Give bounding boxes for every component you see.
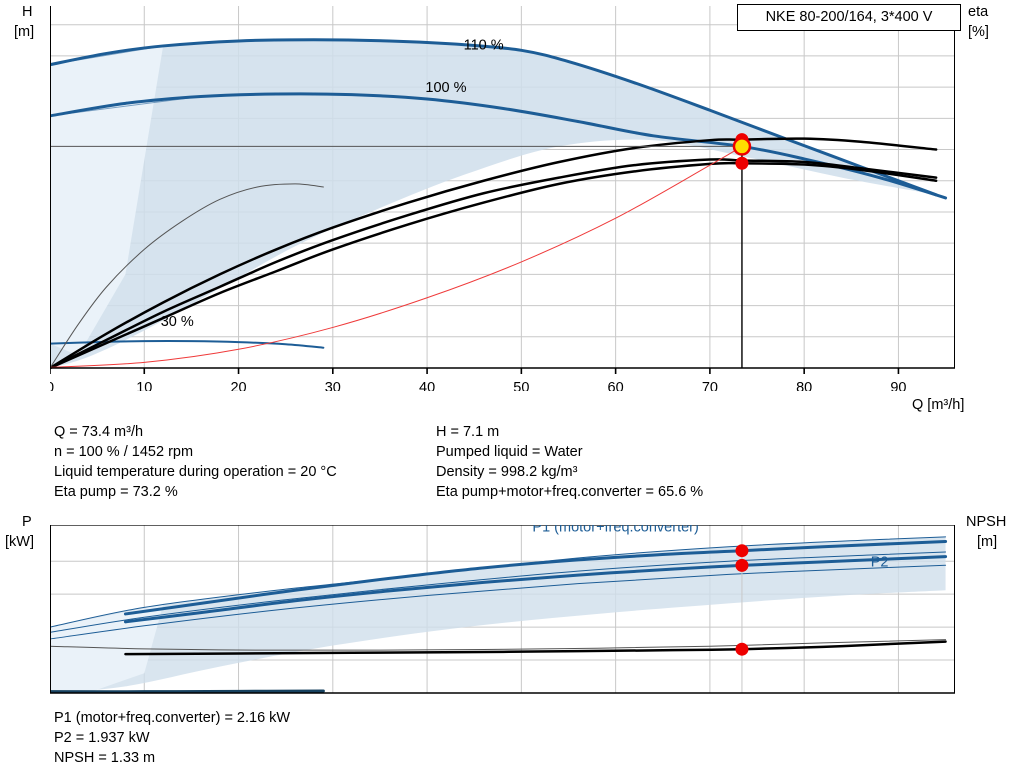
npsh-axis-label-line2: [m]: [977, 534, 998, 550]
eta-axis-label-line2: [%]: [968, 24, 989, 40]
svg-text:90: 90: [890, 380, 906, 391]
readout-liquid-temp: Liquid temperature during operation = 20…: [54, 464, 337, 480]
svg-text:110 %: 110 %: [464, 38, 504, 54]
power-npsh-panel: 0.00.51.01.52.001234P1 (motor+freq.conve…: [0, 514, 1024, 700]
svg-text:0: 0: [50, 380, 54, 391]
eta-axis-label-line1: eta: [968, 4, 989, 20]
pump-model-title: NKE 80-200/164, 3*400 V: [737, 4, 961, 31]
head-efficiency-panel: 0123456789101102040608010001020304050607…: [14, 4, 989, 413]
svg-text:80: 80: [796, 380, 812, 391]
readout-eta-pump: Eta pump = 73.2 %: [54, 484, 178, 500]
readout-speed: n = 100 % / 1452 rpm: [54, 444, 194, 460]
svg-text:P2: P2: [871, 555, 889, 571]
power-npsh-plot: 0.00.51.01.52.001234P1 (motor+freq.conve…: [50, 525, 955, 695]
svg-text:P1 (motor+freq.converter): P1 (motor+freq.converter): [532, 525, 698, 536]
svg-text:60: 60: [608, 380, 624, 391]
readout-p1: P1 (motor+freq.converter) = 2.16 kW: [54, 710, 291, 726]
q-axis-label: Q [m³/h]: [912, 397, 965, 413]
h-axis-label-line2: [m]: [14, 24, 35, 40]
readout-density: Density = 998.2 kg/m³: [436, 464, 578, 480]
h-axis-label-line1: H: [22, 4, 33, 20]
head-efficiency-plot: 0123456789101102040608010001020304050607…: [50, 6, 955, 391]
readout-pumped-liquid: Pumped liquid = Water: [436, 444, 583, 460]
svg-text:70: 70: [702, 380, 718, 391]
p-axis-label-line2: [kW]: [5, 534, 34, 550]
readout-npsh: NPSH = 1.33 m: [54, 750, 156, 766]
svg-text:30 %: 30 %: [161, 314, 194, 330]
svg-text:100 %: 100 %: [425, 80, 466, 96]
svg-text:30: 30: [325, 380, 341, 391]
head-efficiency-svg: 0123456789101102040608010001020304050607…: [50, 6, 955, 391]
readout-p2: P2 = 1.937 kW: [54, 730, 150, 746]
p-axis-label-line1: P: [22, 514, 32, 530]
svg-text:20: 20: [230, 380, 246, 391]
readout-q: Q = 73.4 m³/h: [54, 424, 144, 440]
readout-eta-total: Eta pump+motor+freq.converter = 65.6 %: [436, 484, 704, 500]
svg-text:40: 40: [419, 380, 435, 391]
svg-text:10: 10: [136, 380, 152, 391]
svg-text:50: 50: [513, 380, 529, 391]
power-npsh-svg: 0.00.51.01.52.001234P1 (motor+freq.conve…: [50, 525, 955, 694]
npsh-axis-label-line1: NPSH: [966, 514, 1007, 530]
readout-h: H = 7.1 m: [436, 424, 500, 440]
